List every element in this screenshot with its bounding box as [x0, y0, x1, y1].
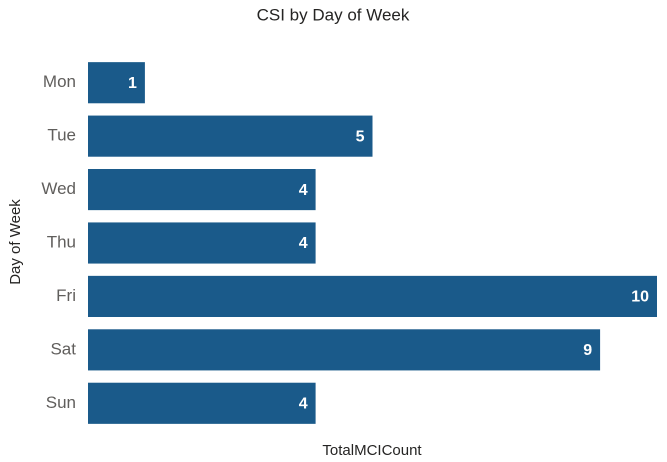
data-label: 5	[356, 128, 365, 145]
y-axis-label: Day of Week	[7, 199, 24, 285]
data-label: 4	[299, 235, 308, 252]
chart-title: CSI by Day of Week	[257, 5, 410, 24]
data-label: 4	[299, 182, 308, 199]
data-label: 4	[299, 396, 308, 413]
bar	[88, 115, 373, 157]
y-tick-label: Sat	[50, 339, 76, 358]
bar	[88, 382, 316, 424]
bar	[88, 275, 657, 317]
y-tick-label: Thu	[47, 232, 76, 251]
data-label: 9	[583, 342, 592, 359]
bar	[88, 329, 601, 371]
data-label: 1	[128, 75, 137, 92]
y-tick-label: Fri	[56, 286, 76, 305]
y-tick-label: Tue	[47, 126, 76, 145]
data-label: 10	[631, 289, 649, 306]
bar	[88, 62, 145, 104]
y-tick-label: Sun	[46, 393, 76, 412]
x-axis-label: TotalMCICount	[322, 442, 422, 459]
bar	[88, 169, 316, 211]
bar	[88, 222, 316, 264]
y-tick-label: Mon	[43, 72, 76, 91]
y-tick-label: Wed	[41, 179, 76, 198]
